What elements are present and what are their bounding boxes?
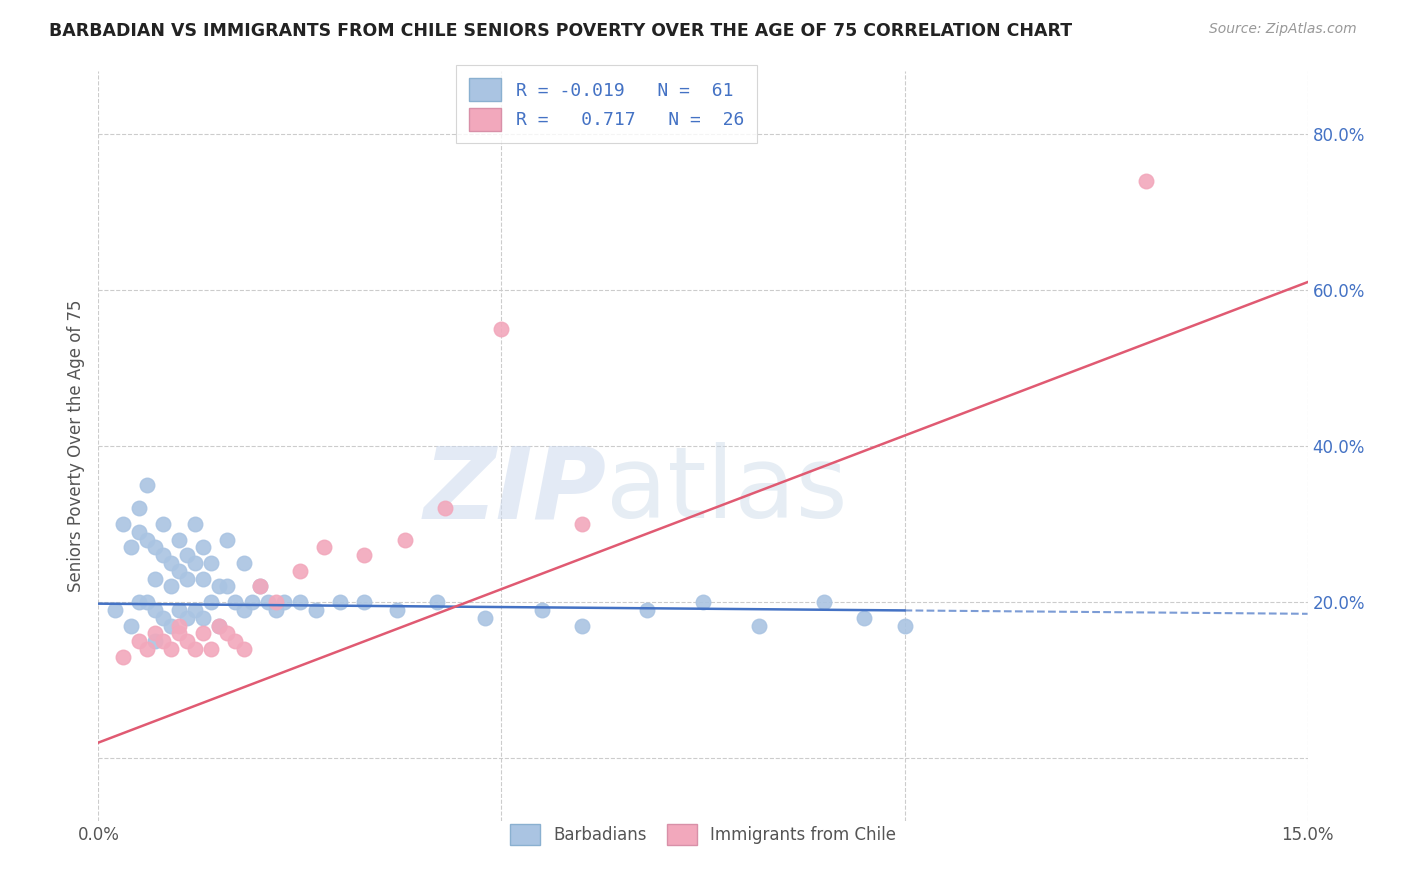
Point: [208, 580, 231, 594]
Point: [217, 626, 239, 640]
Point: [167, 603, 190, 617]
Point: [128, 634, 150, 648]
Point: [200, 642, 222, 657]
Point: [184, 603, 207, 617]
Text: Source: ZipAtlas.com: Source: ZipAtlas.com: [1209, 22, 1357, 37]
Point: [353, 595, 375, 609]
Point: [264, 595, 287, 609]
Point: [314, 541, 336, 555]
Point: [111, 517, 134, 532]
Point: [167, 533, 190, 547]
Point: [120, 618, 142, 632]
Point: [143, 541, 166, 555]
Point: [636, 603, 658, 617]
Point: [143, 572, 166, 586]
Point: [249, 580, 271, 594]
Point: [571, 618, 593, 632]
Point: [167, 626, 190, 640]
Point: [853, 611, 876, 625]
Point: [143, 603, 166, 617]
Point: [103, 603, 125, 617]
Point: [394, 533, 416, 547]
Point: [167, 564, 190, 578]
Point: [152, 517, 174, 532]
Point: [184, 642, 207, 657]
Point: [193, 541, 215, 555]
Point: [273, 595, 295, 609]
Point: [353, 548, 375, 563]
Point: [160, 580, 183, 594]
Point: [426, 595, 449, 609]
Point: [135, 478, 157, 492]
Point: [176, 572, 198, 586]
Text: atlas: atlas: [606, 442, 848, 540]
Point: [748, 618, 770, 632]
Point: [491, 322, 513, 336]
Point: [256, 595, 278, 609]
Point: [249, 580, 271, 594]
Point: [193, 572, 215, 586]
Y-axis label: Seniors Poverty Over the Age of 75: Seniors Poverty Over the Age of 75: [66, 300, 84, 592]
Text: BARBADIAN VS IMMIGRANTS FROM CHILE SENIORS POVERTY OVER THE AGE OF 75 CORRELATIO: BARBADIAN VS IMMIGRANTS FROM CHILE SENIO…: [49, 22, 1073, 40]
Point: [200, 556, 222, 570]
Point: [288, 564, 311, 578]
Point: [224, 634, 246, 648]
Point: [193, 611, 215, 625]
Point: [176, 548, 198, 563]
Point: [208, 618, 231, 632]
Point: [232, 642, 254, 657]
Point: [160, 556, 183, 570]
Point: [111, 649, 134, 664]
Point: [288, 595, 311, 609]
Point: [200, 595, 222, 609]
Point: [176, 611, 198, 625]
Point: [208, 618, 231, 632]
Point: [152, 548, 174, 563]
Legend: Barbadians, Immigrants from Chile: Barbadians, Immigrants from Chile: [502, 815, 904, 854]
Point: [143, 626, 166, 640]
Point: [217, 533, 239, 547]
Point: [184, 556, 207, 570]
Point: [893, 618, 915, 632]
Point: [135, 595, 157, 609]
Point: [160, 642, 183, 657]
Point: [135, 642, 157, 657]
Point: [135, 533, 157, 547]
Point: [232, 603, 254, 617]
Point: [240, 595, 263, 609]
Point: [474, 611, 496, 625]
Point: [128, 501, 150, 516]
Text: ZIP: ZIP: [423, 442, 606, 540]
Point: [184, 517, 207, 532]
Point: [434, 501, 457, 516]
Point: [128, 524, 150, 539]
Point: [152, 611, 174, 625]
Point: [160, 618, 183, 632]
Point: [385, 603, 408, 617]
Point: [813, 595, 835, 609]
Point: [143, 634, 166, 648]
Point: [329, 595, 352, 609]
Point: [167, 618, 190, 632]
Point: [232, 556, 254, 570]
Point: [176, 634, 198, 648]
Point: [120, 541, 142, 555]
Point: [692, 595, 714, 609]
Point: [264, 603, 287, 617]
Point: [152, 634, 174, 648]
Point: [305, 603, 328, 617]
Point: [217, 580, 239, 594]
Point: [530, 603, 553, 617]
Point: [571, 517, 593, 532]
Point: [1135, 174, 1157, 188]
Point: [224, 595, 246, 609]
Point: [128, 595, 150, 609]
Point: [193, 626, 215, 640]
